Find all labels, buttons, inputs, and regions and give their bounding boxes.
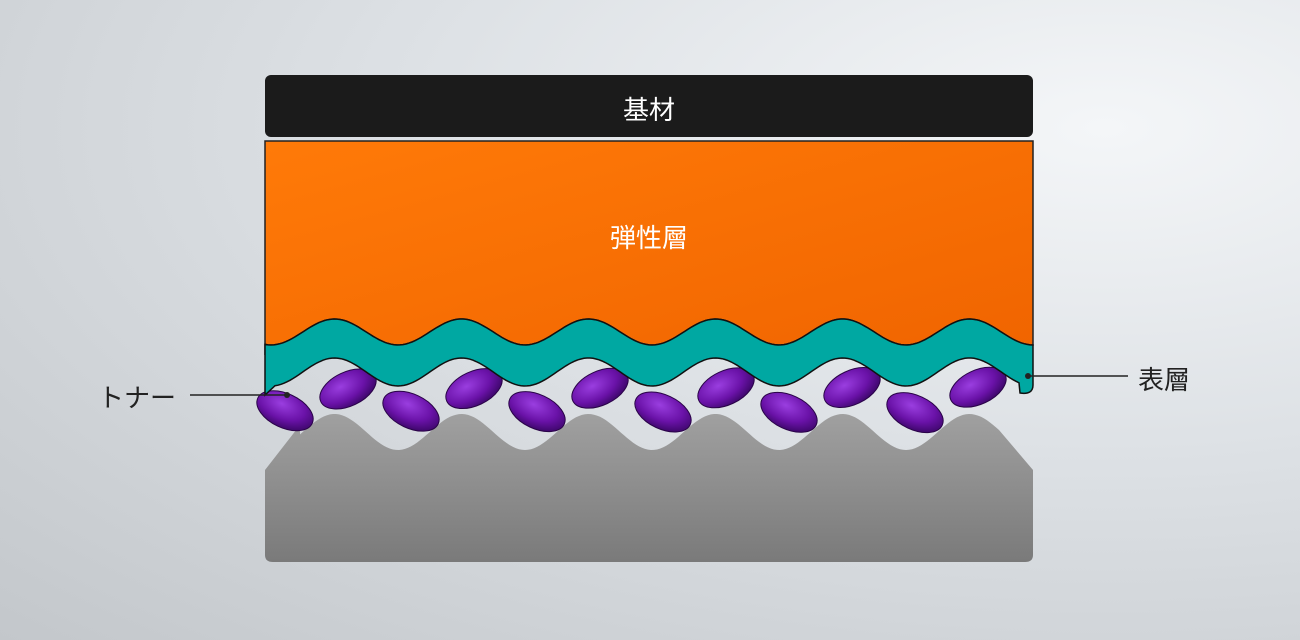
elastic-layer-label: 弾性層 (609, 224, 689, 254)
toner-leader-dot (284, 392, 290, 398)
toner-particle (508, 391, 566, 433)
toner-label: トナー (98, 384, 177, 414)
toner-particle (886, 392, 944, 434)
surface-layer (264, 318, 1034, 397)
surface-layer-label: 表層 (1138, 366, 1191, 396)
toner-particle (382, 390, 440, 432)
substrate-layer (265, 75, 1033, 137)
substrate-label: 基材 (622, 96, 676, 126)
toner-particle (634, 391, 692, 433)
surface-leader-dot (1025, 373, 1031, 379)
toner-particles (256, 366, 1007, 434)
toner-particle (256, 390, 314, 432)
base-roller (265, 414, 1033, 562)
toner-particle (760, 391, 818, 433)
